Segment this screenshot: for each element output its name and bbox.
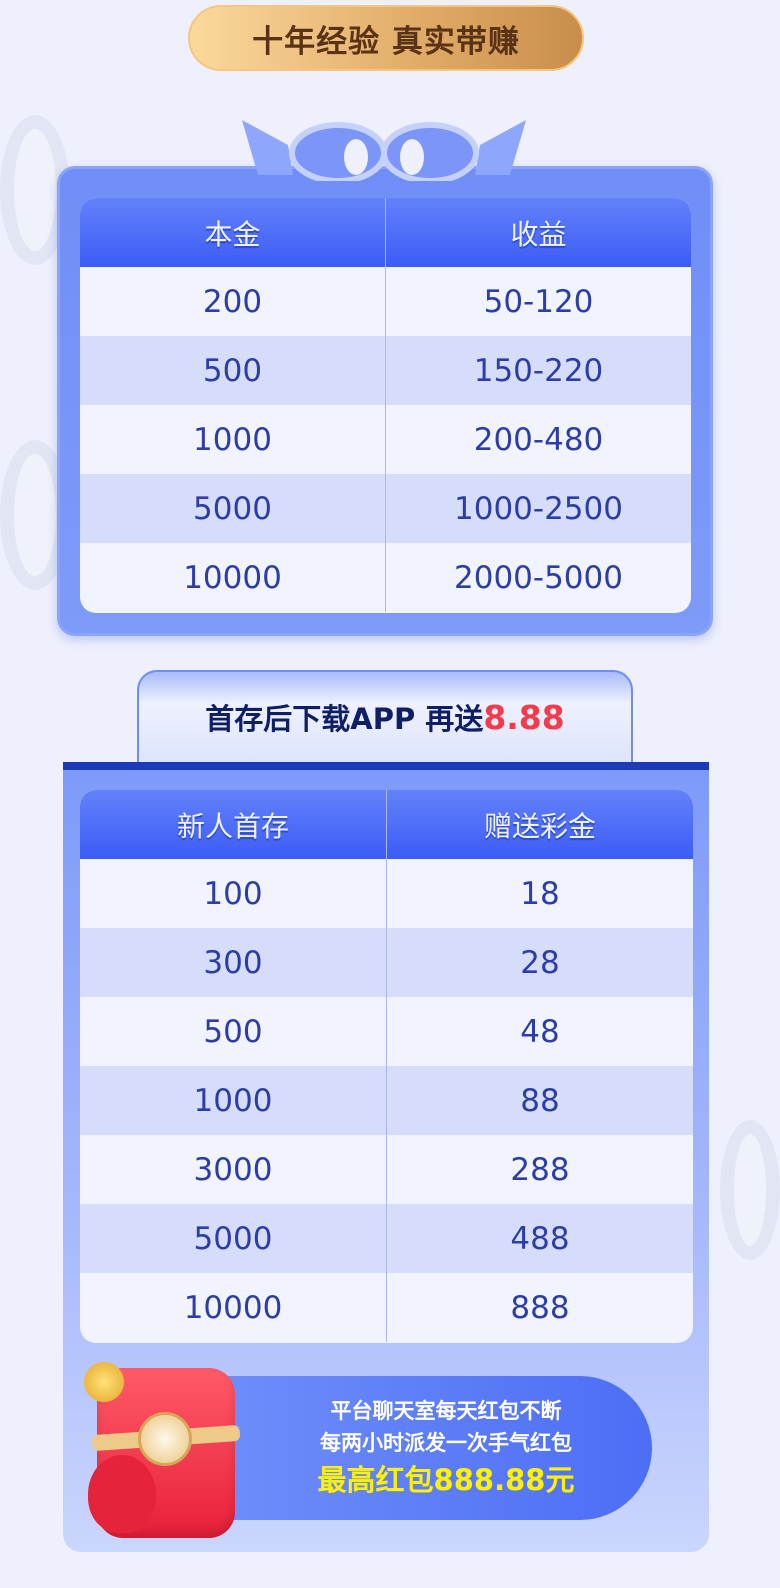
red-packet-max: 最高红包888.88元 [317,1463,575,1497]
cell-deposit: 10000 [80,1273,387,1342]
cell-bonus: 488 [510,1220,570,1257]
cell-bonus: 288 [510,1151,570,1188]
cell-deposit: 100 [80,859,387,928]
first-deposit-bonus-table: 新人首存 赠送彩金 100 18 300 28 500 48 1000 88 3000 2… [80,790,693,1343]
cell-bonus: 88 [520,1082,560,1119]
table-row: 5000 488 [80,1204,693,1273]
cell-principal: 500 [80,336,386,405]
red-packet-line-2: 每两小时派发一次手气红包 [320,1431,572,1455]
table-row: 10000 2000-5000 [80,543,691,612]
table-row: 1000 200-480 [80,405,691,474]
cell-principal: 10000 [80,543,386,612]
cell-bonus: 18 [520,875,560,912]
gold-coin-icon [84,1362,124,1402]
principal-earnings-table: 本金 收益 200 50-120 500 150-220 1000 200-480 5… [80,198,691,613]
red-packet-line-1: 平台聊天室每天红包不断 [330,1399,562,1423]
table-header: 新人首存 赠送彩金 [80,790,693,859]
table-row: 500 48 [80,997,693,1066]
cell-deposit: 5000 [80,1204,387,1273]
cell-bonus: 888 [510,1289,570,1326]
cell-earnings: 150-220 [473,352,604,389]
table-row: 500 150-220 [80,336,691,405]
cell-deposit: 500 [80,997,387,1066]
table-row: 1000 88 [80,1066,693,1135]
table-row: 10000 888 [80,1273,693,1342]
cell-principal: 200 [80,267,386,336]
cell-earnings: 200-480 [473,421,604,458]
table-header: 本金 收益 [80,198,691,267]
poker-chip-decoration [720,1120,780,1260]
table-row: 3000 288 [80,1135,693,1204]
promo-text: 首存后下载APP 再送 [205,702,484,736]
header-first-deposit: 新人首存 [80,790,387,859]
ribbon-bow-icon [238,115,530,184]
cell-earnings: 2000-5000 [454,559,623,596]
cell-principal: 1000 [80,405,386,474]
table-row: 200 50-120 [80,267,691,336]
cell-bonus: 48 [520,1013,560,1050]
money-bag-icon [88,1455,156,1533]
cell-deposit: 1000 [80,1066,387,1135]
header-principal: 本金 [80,198,386,267]
table-row: 300 28 [80,928,693,997]
cell-deposit: 3000 [80,1135,387,1204]
promo-tab: 首存后下载APP 再送 8.88 [137,670,633,762]
promo-amount: 8.88 [483,697,565,737]
table-row: 5000 1000-2500 [80,474,691,543]
cell-earnings: 1000-2500 [454,490,623,527]
red-packet-banner: 平台聊天室每天红包不断 每两小时派发一次手气红包 最高红包888.88元 [210,1376,652,1520]
slogan-banner: 十年经验 真实带赚 [188,5,584,71]
cell-deposit: 300 [80,928,387,997]
cell-principal: 5000 [80,474,386,543]
cell-bonus: 28 [520,944,560,981]
cell-earnings: 50-120 [483,283,594,320]
header-earnings: 收益 [510,217,567,251]
header-bonus: 赠送彩金 [483,809,596,843]
table-row: 100 18 [80,859,693,928]
envelope-seal-icon [138,1412,192,1466]
